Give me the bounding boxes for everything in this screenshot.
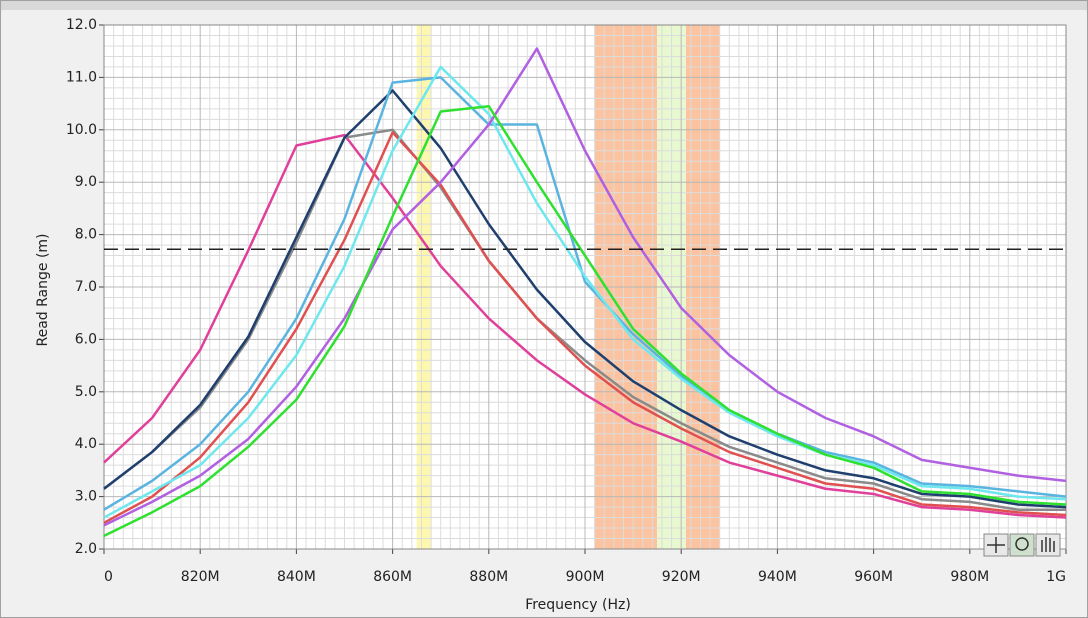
series-line (103, 65, 1067, 519)
x-tick-label: 900M (566, 569, 605, 585)
plot-area: 0 820M 840M 860M 880M 900M 920M 940M 960M 980M 1G 2… (66, 17, 1067, 585)
zoom-tool[interactable] (1009, 533, 1035, 557)
y-tick-label: 9.0 (75, 174, 97, 190)
x-tick-label: 860M (373, 569, 412, 585)
series-line (103, 131, 1067, 524)
x-tick-label: 920M (662, 569, 701, 585)
pan-icon (1041, 537, 1055, 552)
top-strip (1, 1, 1087, 10)
series-line (103, 76, 1067, 511)
x-tick-label: 820M (181, 569, 220, 585)
series-line (103, 89, 1067, 509)
x-tick-label: 0 (104, 569, 113, 585)
y-axis-label: Read Range (m) (35, 233, 51, 346)
zoom-icon (1015, 537, 1029, 551)
y-tick-label: 12.0 (66, 17, 97, 33)
pan-tool[interactable] (1035, 533, 1061, 557)
cursor-icon (987, 537, 1005, 553)
y-tick-label: 3.0 (75, 489, 97, 505)
x-tick-label: 940M (758, 569, 797, 585)
y-tick-label: 11.0 (66, 69, 97, 85)
y-tick-label: 2.0 (75, 541, 97, 557)
y-tick-label: 4.0 (75, 436, 97, 452)
y-tick-label: 5.0 (75, 384, 97, 400)
series-line (103, 128, 1066, 511)
x-tick-label: 1G (1046, 569, 1066, 585)
x-axis-label: Frequency (Hz) (525, 597, 631, 613)
series-line (103, 133, 1067, 519)
x-tick-label: 960M (854, 569, 893, 585)
y-tick-label: 6.0 (75, 331, 97, 347)
series-line (103, 104, 1067, 538)
x-tick-label: 980M (950, 569, 989, 585)
y-tick-label: 7.0 (75, 279, 97, 295)
x-tick-label: 840M (277, 569, 316, 585)
y-tick-label: 8.0 (75, 227, 97, 243)
plot-border (103, 24, 1067, 550)
y-tick-label: 10.0 (66, 122, 97, 138)
series-line (103, 47, 1067, 527)
toolbar (983, 533, 1061, 557)
x-tick-label: 880M (469, 569, 508, 585)
